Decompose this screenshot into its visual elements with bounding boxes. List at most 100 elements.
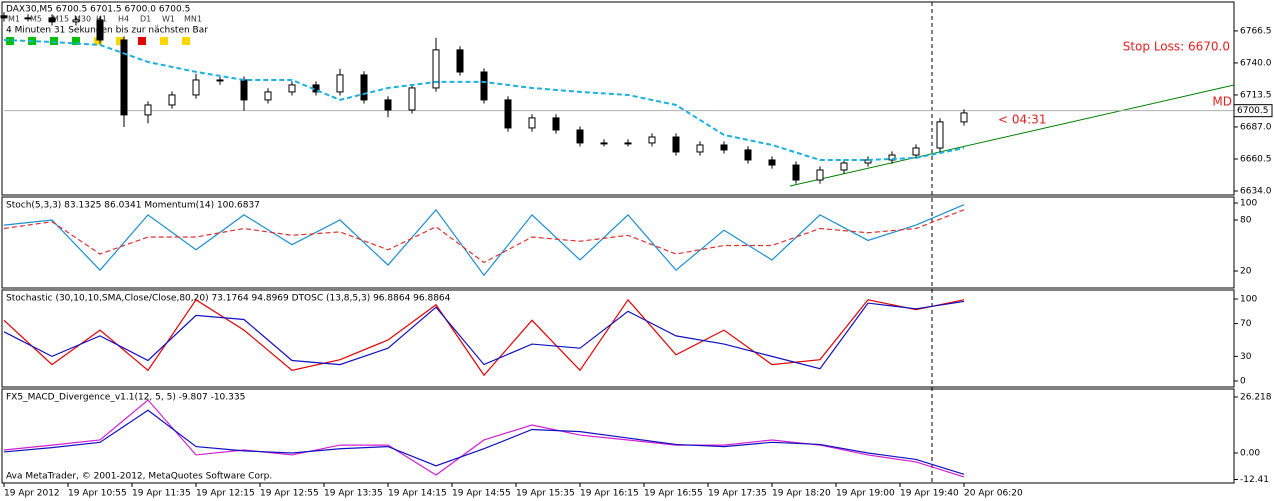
y-tick-label: 6740.0: [1240, 58, 1272, 68]
x-tick-label: 19 Apr 12:55: [260, 489, 319, 499]
x-tick-label: 19 Apr 17:35: [708, 489, 767, 499]
candle-body: [672, 136, 680, 153]
timeframe-label: M1: [8, 15, 20, 24]
candle-body: [576, 129, 584, 144]
x-tick-label: 19 Apr 13:35: [324, 489, 383, 499]
chart-title: DAX30,M5 6700.5 6701.5 6700.0 6700.5: [6, 5, 190, 15]
timeframe-label: H4: [118, 15, 129, 24]
y-tick-label: 20: [1240, 267, 1252, 277]
y-tick-label: 100: [1240, 198, 1257, 208]
x-tick-label: 19 Apr 2012: [4, 489, 60, 499]
candle-body: [936, 121, 944, 149]
y-tick-label: 26.218: [1240, 393, 1272, 403]
panel-frame: [1, 196, 1235, 289]
timeframe-label: MN1: [184, 15, 202, 24]
candle-body: [0, 15, 8, 19]
timeframe-indicator: [94, 37, 102, 45]
candle-body: [432, 49, 440, 89]
x-tick-label: 19 Apr 19:40: [900, 489, 959, 499]
x-tick-label: 19 Apr 15:35: [516, 489, 575, 499]
candle-body: [720, 144, 728, 151]
series-line: [3, 209, 965, 264]
x-tick-label: 19 Apr 10:55: [68, 489, 127, 499]
candle-body: [912, 147, 920, 156]
timeframe-indicator: [116, 37, 124, 45]
candle-body: [144, 104, 152, 116]
annotation: Stop Loss: 6670.0: [1123, 40, 1230, 54]
candle-body: [504, 99, 512, 129]
y-tick-label: 6660.5: [1240, 154, 1272, 164]
y-tick-label: 100: [1240, 294, 1257, 304]
candle-body: [72, 19, 80, 23]
x-tick-label: 19 Apr 16:15: [580, 489, 639, 499]
annotation: < 04:31: [998, 113, 1046, 127]
last-price-tag: [1233, 104, 1273, 118]
candle-body: [384, 99, 392, 111]
timeframe-indicator: [50, 37, 58, 45]
timeframe-indicator: [6, 37, 14, 45]
timeframe-indicator: [138, 37, 146, 45]
candle-body: [528, 117, 536, 129]
x-tick-label: 19 Apr 12:15: [196, 489, 255, 499]
candle-body: [168, 94, 176, 106]
timeframe-label: M5: [30, 15, 42, 24]
timeframe-label: W1: [162, 15, 175, 24]
candle-body: [624, 142, 632, 145]
timeframe-indicator: [72, 37, 80, 45]
candle-body: [792, 164, 800, 181]
timeframe-indicator: [182, 37, 190, 45]
y-tick-label: 80: [1240, 216, 1252, 226]
candle-body: [216, 79, 224, 82]
candle-body: [408, 87, 416, 111]
candle-body: [696, 144, 704, 153]
timeframe-label: M30: [74, 15, 91, 24]
y-tick-label: -12.41: [1240, 475, 1269, 485]
candle-body: [336, 74, 344, 93]
y-tick-label: 6766.5: [1240, 26, 1272, 36]
candle-body: [840, 162, 848, 171]
candle-body: [240, 79, 248, 101]
candle-body: [24, 17, 32, 20]
y-tick-label: 30: [1240, 352, 1252, 362]
x-tick-label: 19 Apr 14:15: [388, 489, 447, 499]
candle-body: [600, 142, 608, 145]
candle-body: [768, 159, 776, 166]
candle-body: [48, 17, 56, 23]
y-tick-label: 6687.0: [1240, 122, 1272, 132]
timeframe-label: H1: [96, 15, 107, 24]
panel-title: Stoch(5,3,3) 83.1325 86.0341 Momentum(14…: [6, 201, 260, 211]
panel-frame: [1, 289, 1235, 388]
timeframe-label: M15: [52, 15, 69, 24]
panel-title: FX5_MACD_Divergence_v1.1(12, 5, 5) -9.80…: [6, 393, 245, 403]
x-tick-label: 19 Apr 11:35: [132, 489, 191, 499]
candle-body: [96, 19, 104, 41]
timeframe-indicator: [160, 37, 168, 45]
candle-body: [816, 169, 824, 181]
x-tick-label: 19 Apr 14:55: [452, 489, 511, 499]
y-tick-label: 0: [1240, 376, 1246, 386]
trend-line: [789, 84, 1235, 187]
candle-body: [888, 154, 896, 161]
candle-body: [360, 74, 368, 101]
last-price-label: 6700.5: [1237, 106, 1269, 116]
panel-frame: [1, 1, 1235, 196]
candle-body: [552, 117, 560, 131]
footer: Ava MetaTrader, © 2001-2012, MetaQuotes …: [6, 472, 272, 482]
annotation: MD: [1212, 95, 1232, 109]
series-line: [3, 204, 965, 277]
series-line: [3, 300, 965, 370]
y-tick-label: 70: [1240, 319, 1252, 329]
candle-body: [288, 84, 296, 93]
candle-body: [120, 39, 128, 116]
candle-body: [264, 91, 272, 101]
candle-body: [648, 136, 656, 144]
candle-body: [480, 71, 488, 101]
timeframe-label: D1: [140, 15, 151, 24]
candle-body: [960, 112, 968, 123]
x-tick-label: 19 Apr 16:55: [644, 489, 703, 499]
y-tick-label: 0.00: [1240, 448, 1260, 458]
x-tick-label: 19 Apr 18:20: [772, 489, 831, 499]
candle-body: [744, 149, 752, 161]
candle-body: [456, 49, 464, 73]
